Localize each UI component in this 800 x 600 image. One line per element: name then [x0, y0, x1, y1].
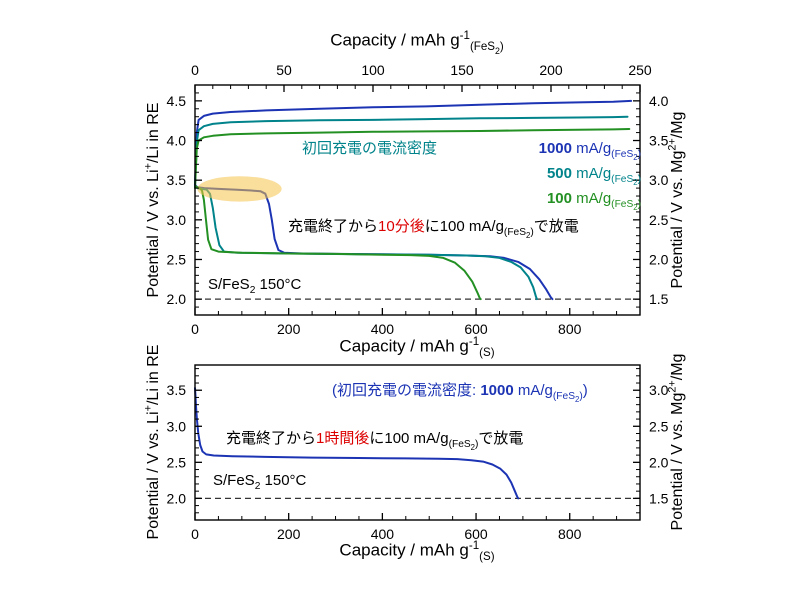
tick-label: 400	[371, 321, 395, 337]
tick-label: 0	[191, 321, 199, 337]
tick-label: 3.5	[167, 382, 187, 398]
top-chart-right-y-axis-title: Potential / V vs. Mg2+/Mg	[666, 111, 686, 289]
series-charge-100	[194, 128, 631, 190]
bottom-chart-left-y-axis-title: Potential / V vs. Li+/Li in RE	[142, 344, 162, 540]
tick-label: 2.0	[649, 251, 669, 267]
tick-label: 1.5	[649, 490, 669, 506]
tick-label: 600	[464, 526, 488, 542]
bottom-chart-bottom-x-axis-title: Capacity / mAh g-1(S)	[339, 540, 495, 564]
tick-label: 1.5	[649, 291, 669, 307]
tick-label: 4.0	[167, 133, 187, 149]
tick-label: 0	[191, 62, 199, 78]
tick-label: 100	[361, 62, 385, 78]
tick-label: 2.5	[649, 212, 669, 228]
tick-label: 2.0	[649, 454, 669, 470]
tick-label: 200	[539, 62, 563, 78]
bottom-chart: 0 200 400 600 800 2.0 2.5 3.0 3.5 1.5 2.0 2.5 3.0	[167, 364, 669, 542]
tick-label: 3.0	[167, 418, 187, 434]
series-charge-1000	[194, 99, 633, 186]
tick-label: 400	[371, 526, 395, 542]
tick-label: 3.0	[649, 172, 669, 188]
series-discharge-100	[194, 184, 482, 301]
tick-label: 2.5	[167, 251, 187, 267]
plot-frame	[194, 84, 641, 316]
top-chart-legend-entry-1000: 1000 mA/g(FeS2)	[538, 140, 641, 163]
tick-label: 3.5	[649, 133, 669, 149]
tick-label: 800	[558, 526, 582, 542]
tick-label: 2.0	[167, 490, 187, 506]
tick-label: 250	[628, 62, 652, 78]
highlight-ellipse	[197, 176, 282, 202]
tick-label: 0	[191, 526, 199, 542]
top-chart-top-x-axis-title: Capacity / mAh g-1(FeS2)	[330, 30, 504, 56]
top-chart-legend-title: 初回充電の電流密度	[302, 140, 438, 157]
bottom-chart-sample-label: S/FeS2 150°C	[213, 472, 307, 492]
top-chart-sample-label: S/FeS2 150°C	[208, 276, 302, 296]
tick-label: 2.0	[167, 291, 187, 307]
bottom-chart-right-y-axis-title: Potential / V vs. Mg2+/Mg	[666, 353, 686, 531]
tick-label: 3.5	[167, 172, 187, 188]
bottom-chart-discharge-condition-note: 充電終了から1時間後に100 mA/g(FeS2)で放電	[226, 430, 524, 453]
tick-label: 600	[464, 321, 488, 337]
top-chart-bottom-x-axis-title: Capacity / mAh g-1(S)	[339, 336, 495, 360]
tick-label: 3.0	[167, 212, 187, 228]
top-chart-legend-entry-500: 500 mA/g(FeS2)	[546, 165, 641, 188]
tick-label: 50	[276, 62, 292, 78]
tick-label: 150	[450, 62, 474, 78]
tick-label: 3.0	[649, 382, 669, 398]
top-chart-left-y-axis-title: Potential / V vs. Li+/Li in RE	[142, 102, 162, 298]
tick-label: 4.0	[649, 93, 669, 109]
top-chart-legend-entry-100: 100 mA/g(FeS2)	[546, 190, 641, 213]
bottom-chart-current-density-note: (初回充電の電流密度: 1000 mA/g(FeS2))	[332, 382, 588, 405]
plot-frame	[194, 364, 641, 521]
tick-label: 2.5	[649, 418, 669, 434]
tick-label: 200	[277, 526, 301, 542]
top-chart: 0 50 100 150 200 250 0 200 400 600 800 2.0 2.5 3.0 3.5…	[167, 62, 669, 337]
tick-label: 4.5	[167, 93, 187, 109]
top-chart-discharge-condition-note: 充電終了から10分後に100 mA/g(FeS2)で放電	[288, 218, 579, 241]
series-charge-500	[194, 115, 629, 188]
tick-label: 800	[558, 321, 582, 337]
tick-label: 2.5	[167, 454, 187, 470]
tick-label: 200	[277, 321, 301, 337]
